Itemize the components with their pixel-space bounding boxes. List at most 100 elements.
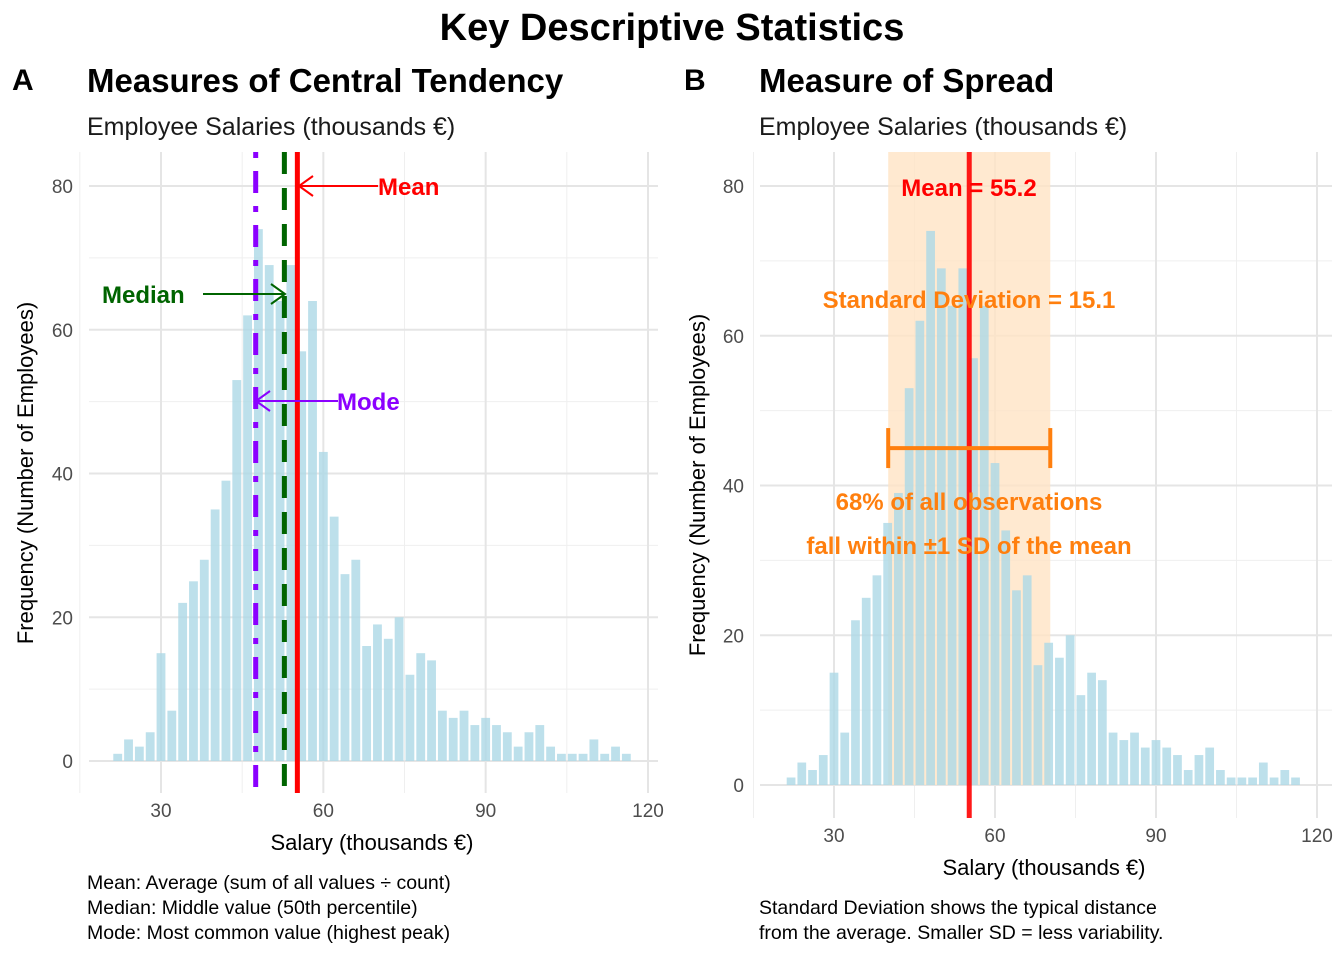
panel-b-bars	[786, 230, 1300, 786]
histogram-bar	[894, 492, 903, 785]
panel-a-y-label: Frequency (Number of Employees)	[13, 302, 38, 644]
histogram-bar	[416, 653, 426, 761]
histogram-bar	[362, 646, 372, 761]
histogram-bar	[936, 268, 946, 785]
histogram-bar	[1022, 575, 1032, 785]
panel-b-caption-1: Standard Deviation shows the typical dis…	[759, 897, 1157, 919]
histogram-bar	[470, 725, 480, 761]
x-tick-label: 30	[150, 801, 171, 822]
histogram-bar	[567, 753, 577, 761]
y-tick-label: 80	[723, 177, 744, 198]
histogram-bar	[829, 672, 839, 785]
sd-pct-label-1: 68% of all observations	[836, 489, 1103, 516]
histogram-bar	[578, 753, 588, 761]
sd-value-label: Standard Deviation = 15.1	[823, 287, 1116, 314]
histogram-bar	[1237, 777, 1247, 785]
histogram-bar	[1258, 762, 1268, 785]
histogram-bar	[851, 620, 860, 785]
y-tick-label: 60	[52, 321, 73, 342]
histogram-bar	[210, 509, 220, 761]
histogram-bar	[394, 617, 404, 761]
histogram-bar	[124, 739, 133, 761]
histogram-bar	[969, 358, 978, 785]
panel-b-title: Measure of Spread	[759, 62, 1054, 99]
histogram-bar	[947, 305, 957, 785]
histogram-bar	[178, 602, 188, 761]
histogram-bar	[872, 575, 882, 785]
histogram-bar	[502, 732, 512, 761]
histogram-bar	[786, 777, 796, 785]
histogram-bar	[1291, 777, 1300, 785]
y-tick-label: 40	[52, 465, 73, 486]
histogram-bar	[904, 388, 914, 785]
y-tick-label: 0	[733, 776, 744, 797]
histogram-bar	[589, 739, 599, 761]
histogram-bar	[232, 380, 242, 761]
histogram-bar	[1012, 590, 1021, 785]
histogram-bar	[199, 559, 209, 761]
panel-a-reference-lines	[253, 152, 300, 793]
histogram-bar	[1044, 642, 1054, 785]
panel-b-caption-2: from the average. Smaller SD = less vari…	[759, 922, 1163, 944]
x-tick-label: 120	[1301, 826, 1333, 847]
panel-b-x-label: Salary (thousands €)	[943, 855, 1146, 880]
histogram-bar	[1151, 740, 1161, 785]
y-tick-label: 20	[723, 626, 744, 647]
panel-a-bars	[113, 229, 631, 761]
y-tick-label: 60	[723, 327, 744, 348]
histogram-bar	[189, 581, 198, 761]
histogram-bar	[524, 732, 534, 761]
histogram-bar	[557, 753, 566, 761]
histogram-bar	[1130, 732, 1139, 785]
histogram-bar	[535, 725, 545, 761]
histogram-bar	[1087, 672, 1096, 785]
histogram-bar	[808, 770, 817, 785]
histogram-bar	[221, 480, 231, 761]
mean-value-label: Mean = 55.2	[901, 175, 1036, 202]
x-tick-label: 60	[313, 801, 334, 822]
histogram-bar	[113, 753, 123, 761]
histogram-bar	[546, 746, 556, 761]
median-label: Median	[102, 282, 185, 309]
histogram-bar	[286, 265, 296, 761]
panel-a-title: Measures of Central Tendency	[87, 62, 564, 99]
x-tick-label: 90	[475, 801, 496, 822]
histogram-bar	[167, 710, 177, 761]
histogram-bar	[297, 351, 307, 761]
panel-b-y-ticks: 0 20 40 60 80	[723, 177, 744, 797]
panel-a-x-ticks: 30 60 90 120	[150, 801, 663, 822]
histogram-bar	[264, 265, 274, 761]
y-tick-label: 0	[62, 752, 73, 773]
histogram-bar	[1269, 777, 1279, 785]
histogram-bar	[1173, 755, 1182, 785]
histogram-bar	[253, 229, 263, 761]
histogram-bar	[1162, 747, 1172, 785]
histogram-bar	[1033, 665, 1043, 785]
histogram-bar	[318, 451, 328, 761]
panel-a: A Measures of Central Tendency Employee …	[12, 62, 664, 944]
panel-a-caption-3: Mode: Most common value (highest peak)	[87, 922, 450, 944]
histogram-bar	[513, 746, 523, 761]
histogram-bar	[1065, 635, 1075, 785]
histogram-bar	[818, 755, 828, 785]
histogram-bar	[1248, 777, 1257, 785]
histogram-bar	[1194, 755, 1204, 785]
histogram-bar	[405, 674, 415, 761]
panel-a-x-label: Salary (thousands €)	[271, 830, 474, 855]
histogram-bar	[448, 717, 458, 761]
panel-a-tag: A	[12, 64, 34, 97]
panel-b-tag: B	[684, 64, 706, 97]
histogram-bar	[861, 597, 871, 785]
mean-arrow-head	[297, 175, 314, 197]
histogram-bar	[1140, 747, 1150, 785]
histogram-bar	[275, 301, 285, 761]
histogram-bar	[990, 463, 1000, 785]
histogram-bar	[459, 710, 469, 761]
histogram-bar	[1108, 732, 1118, 785]
histogram-bar	[383, 638, 393, 761]
histogram-bar	[611, 746, 620, 761]
histogram-bar	[492, 725, 501, 761]
panel-a-caption-2: Median: Middle value (50th percentile)	[87, 897, 418, 919]
panel-b-subtitle: Employee Salaries (thousands €)	[759, 113, 1127, 141]
